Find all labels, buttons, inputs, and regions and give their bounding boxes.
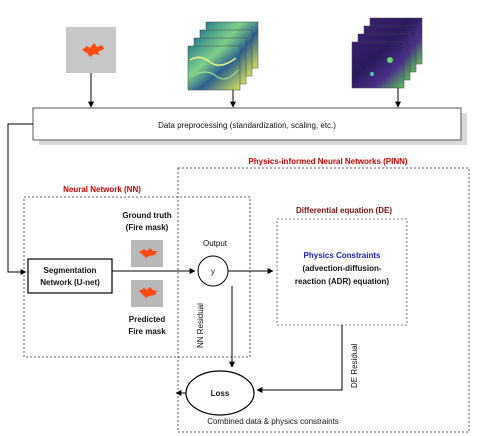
de-residual-label: DE Residual [350, 343, 359, 388]
preprocessing-label: Data preprocessing (standardization, sca… [158, 121, 336, 130]
segmentation-label-line1: Segmentation [44, 266, 97, 275]
segmentation-label-line2: Network (U-net) [40, 278, 100, 287]
segmentation-network-box [28, 259, 112, 293]
nn-residual-label: NN Residual [196, 303, 205, 348]
input-variables-image-stack [188, 22, 258, 90]
predicted-mask-image [131, 280, 163, 307]
pinn-section-label: Physics-informed Neural Networks (PINN) [248, 157, 407, 166]
physics-constraints-title: Physics Constraints [304, 251, 381, 260]
predicted-label-line1: Predicted [129, 315, 166, 324]
physics-constraints-line1: (advection-diffusion- [302, 264, 381, 273]
ground-truth-label-line1: Ground truth [122, 211, 171, 220]
loss-label: Loss [211, 389, 230, 398]
predicted-label-line2: Fire mask [128, 327, 166, 336]
arrow-preprocessing-to-segmentation [8, 124, 33, 272]
preprocessing-box: Data preprocessing (standardization, sca… [33, 108, 467, 145]
input-fire-mask-image [66, 27, 116, 73]
combined-constraints-label: Combined data & physics constraints [207, 417, 339, 426]
arrow-de-residual [257, 325, 342, 390]
physics-constraints-line2: reaction (ADR) equation) [295, 277, 390, 286]
ground-truth-mask-image [131, 240, 163, 267]
de-title: Differential equation (DE) [296, 206, 392, 215]
ground-truth-label-line2: (Fire mask) [126, 223, 169, 232]
output-symbol: y [211, 267, 215, 276]
output-label: Output [203, 239, 228, 248]
nn-section-label: Neural Network (NN) [63, 185, 141, 194]
input-dynamic-variables-image-stack [352, 18, 422, 88]
